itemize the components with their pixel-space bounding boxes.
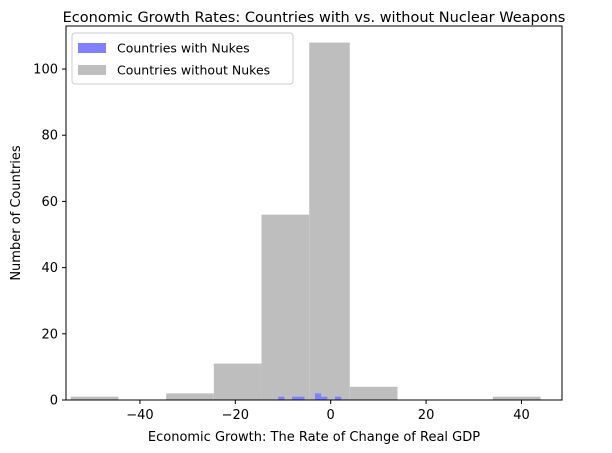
legend-swatch-without-nukes <box>78 65 106 75</box>
chart-title: Economic Growth Rates: Countries with vs… <box>63 10 566 26</box>
bar-without-nukes-5 <box>309 42 350 400</box>
bar-without-nukes-0 <box>70 396 119 400</box>
bar-with-nukes-2 <box>314 393 322 400</box>
legend-label-without-nukes: Countries without Nukes <box>117 63 270 78</box>
bars-without-nukes <box>70 42 541 400</box>
x-tick-label: −40 <box>126 408 153 423</box>
legend: Countries with Nukes Countries without N… <box>71 32 294 85</box>
y-axis-ticks: 0 20 40 60 80 100 <box>33 63 66 409</box>
x-axis-ticks: −40 −20 0 20 40 <box>126 400 530 423</box>
x-axis-label: Economic Growth: The Rate of Change of R… <box>148 430 480 445</box>
x-tick-label: 0 <box>327 408 335 423</box>
bar-without-nukes-3 <box>213 363 262 400</box>
bar-with-nukes-1 <box>292 396 305 400</box>
legend-swatch-with-nukes <box>78 43 106 53</box>
x-tick-label: −20 <box>222 408 249 423</box>
y-tick-label: 60 <box>41 195 58 210</box>
x-tick-label: 40 <box>513 408 530 423</box>
bar-without-nukes-2 <box>166 393 214 400</box>
y-tick-label: 80 <box>41 129 58 144</box>
bar-with-nukes-0 <box>278 396 285 400</box>
bar-with-nukes-4 <box>334 396 342 400</box>
legend-box <box>71 32 294 85</box>
bars-with-nukes <box>278 393 342 400</box>
bar-without-nukes-9 <box>492 396 541 400</box>
legend-label-with-nukes: Countries with Nukes <box>117 41 250 56</box>
x-tick-label: 20 <box>418 408 435 423</box>
y-tick-label: 0 <box>50 394 58 409</box>
bar-without-nukes-6 <box>349 386 398 400</box>
y-tick-label: 20 <box>41 327 58 342</box>
bar-with-nukes-3 <box>321 396 328 400</box>
y-tick-label: 40 <box>41 261 58 276</box>
y-tick-label: 100 <box>33 63 58 78</box>
plot-frame <box>65 25 563 401</box>
bar-without-nukes-4 <box>261 214 310 400</box>
y-axis-label: Number of Countries <box>9 145 24 281</box>
